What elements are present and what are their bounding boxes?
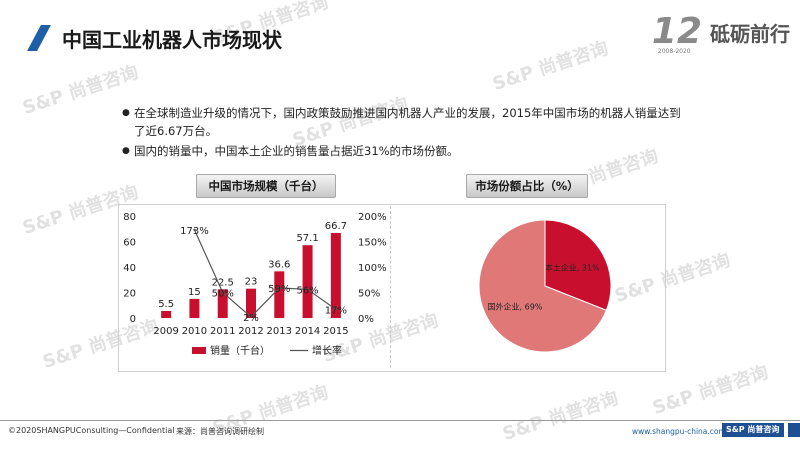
growth-data-label: 56% bbox=[296, 285, 318, 296]
growth-point bbox=[221, 291, 224, 294]
bar-data-label: 36.6 bbox=[268, 259, 290, 270]
footer-logo: S&P 尚普咨询 bbox=[722, 423, 784, 437]
footer-divider bbox=[0, 420, 800, 421]
footer-copyright: ©2020SHANGPUConsulting—Confidential bbox=[8, 426, 175, 435]
bullet-text: 在全球制造业升级的情况下，国内政策鼓励推进国内机器人产业的发展，2015年中国市… bbox=[134, 106, 681, 138]
bullet-dot-icon: ● bbox=[122, 146, 130, 156]
growth-point bbox=[193, 228, 196, 231]
y-left-tick-label: 20 bbox=[123, 289, 136, 300]
bar bbox=[330, 232, 341, 318]
bar-chart-title: 中国市场规模（千台） bbox=[196, 174, 336, 198]
bar-data-label: 15 bbox=[188, 287, 201, 298]
x-tick-label: 2013 bbox=[267, 326, 292, 337]
brand-years: 2008-2020 bbox=[657, 48, 691, 55]
bar-line-chart: 0204060800%50%100%150%200%5.520091520102… bbox=[123, 212, 387, 357]
y-left-tick-label: 80 bbox=[123, 212, 136, 223]
growth-data-label: 2% bbox=[243, 313, 259, 324]
bar-data-label: 23 bbox=[245, 277, 258, 288]
growth-data-label: 17% bbox=[325, 305, 347, 316]
pie-slice-label: 本土企业, 31% bbox=[545, 262, 600, 272]
x-tick-label: 2012 bbox=[238, 326, 263, 337]
x-tick-label: 2015 bbox=[323, 326, 348, 337]
bar-data-label: 66.7 bbox=[325, 221, 347, 232]
growth-data-label: 59% bbox=[268, 284, 290, 295]
footer-tab bbox=[788, 423, 800, 437]
y-left-tick-label: 60 bbox=[123, 238, 136, 249]
y-right-tick-label: 200% bbox=[358, 212, 387, 223]
bar bbox=[246, 288, 256, 318]
bar bbox=[302, 245, 313, 318]
watermark: S&P 尚普咨询 bbox=[500, 387, 621, 445]
chart-divider bbox=[390, 206, 391, 368]
legend-line-label: 增长率 bbox=[312, 344, 342, 357]
growth-line bbox=[193, 229, 337, 318]
watermark: S&P 尚普咨询 bbox=[490, 37, 611, 95]
bar bbox=[217, 289, 228, 318]
growth-point bbox=[249, 315, 253, 319]
bullet-dot-icon: ● bbox=[122, 108, 130, 118]
footer-source: 来源：尚普咨询调研绘制 bbox=[176, 427, 264, 436]
bar-data-label: 57.1 bbox=[296, 233, 318, 244]
bullet-item: ● 在全球制造业升级的情况下，国内政策鼓励推进国内机器人产业的发展，2015年中… bbox=[122, 104, 682, 140]
page-title: 中国工业机器人市场现状 bbox=[62, 27, 282, 52]
bar bbox=[161, 310, 172, 318]
brand-logo: 12 2008-2020 砥砺前行 bbox=[651, 11, 790, 56]
x-tick-label: 2010 bbox=[182, 326, 207, 337]
legend-bar-swatch bbox=[192, 347, 206, 354]
title-accent-slash bbox=[27, 25, 51, 51]
pie-slice bbox=[478, 219, 608, 353]
brand-mark: 12 bbox=[651, 11, 702, 52]
y-left-tick-label: 40 bbox=[123, 263, 136, 274]
brand-slogan: 砥砺前行 bbox=[710, 21, 790, 46]
footer-url-link[interactable]: www.shangpu-china.com bbox=[632, 427, 726, 436]
growth-data-label: 173% bbox=[180, 226, 209, 237]
x-tick-label: 2014 bbox=[295, 326, 320, 337]
y-right-tick-label: 0% bbox=[358, 314, 374, 325]
bar bbox=[189, 298, 200, 318]
pie-slice-label: 国外企业, 69% bbox=[488, 301, 543, 311]
y-right-tick-label: 50% bbox=[358, 289, 380, 300]
growth-point bbox=[306, 288, 309, 291]
x-tick-label: 2009 bbox=[153, 326, 178, 337]
y-right-tick-label: 100% bbox=[358, 263, 387, 274]
x-tick-label: 2011 bbox=[210, 326, 235, 337]
growth-data-label: 50% bbox=[212, 289, 234, 300]
bullet-text: 国内的销量中，中国本土企业的销售量占据近31%的市场份额。 bbox=[134, 144, 459, 158]
growth-point bbox=[278, 286, 281, 290]
pie-chart: 本土企业, 31% 国外企业, 69% bbox=[478, 219, 612, 353]
bar-data-label: 5.5 bbox=[158, 299, 174, 310]
bar-data-label: 22.5 bbox=[212, 277, 234, 288]
bullet-item: ● 国内的销量中，中国本土企业的销售量占据近31%的市场份额。 bbox=[122, 142, 682, 160]
y-left-tick-label: 0 bbox=[130, 314, 136, 325]
pie-slice bbox=[544, 219, 612, 311]
growth-point bbox=[334, 308, 338, 311]
chart-frame bbox=[118, 204, 666, 372]
title-bar: 中国工业机器人市场现状 bbox=[27, 22, 282, 54]
pie-chart-title: 市场份额占比（%） bbox=[466, 174, 588, 198]
bullet-list: ● 在全球制造业升级的情况下，国内政策鼓励推进国内机器人产业的发展，2015年中… bbox=[122, 104, 682, 162]
watermark: S&P 尚普咨询 bbox=[650, 361, 771, 419]
legend-bar-label: 销量（千台） bbox=[210, 344, 270, 357]
bar bbox=[274, 271, 285, 318]
y-right-tick-label: 150% bbox=[358, 238, 387, 249]
